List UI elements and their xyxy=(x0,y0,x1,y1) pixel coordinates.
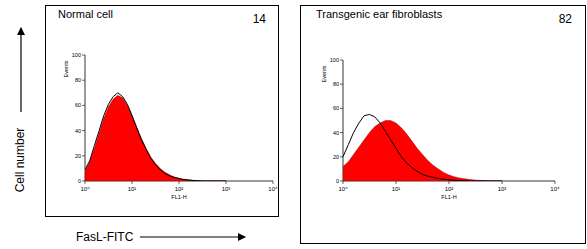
x-tick xyxy=(502,181,503,184)
plot-data xyxy=(343,114,502,181)
y-tick xyxy=(82,181,85,182)
panel: Normal cell 14 0 20 40 60 80 100 10⁰ 10¹ 10² 10³ 10⁴… xyxy=(46,6,279,217)
x-tick xyxy=(555,181,556,184)
y-axis xyxy=(85,55,86,181)
panel: Transgenic ear fibroblasts 82 0 20 40 60 80 100… xyxy=(301,6,586,244)
panel-title: Transgenic ear fibroblasts xyxy=(316,8,443,20)
x-tick-label: 10⁴ xyxy=(550,186,560,192)
histogram-line xyxy=(85,93,226,181)
y-tick-label: 20 xyxy=(75,153,81,159)
x-tick-label: 10² xyxy=(445,186,454,192)
inner-x-label: FL1-H xyxy=(171,194,186,200)
y-tick-label: 100 xyxy=(72,52,81,58)
x-axis-label: FasL-FITC xyxy=(76,230,134,244)
y-tick xyxy=(82,80,85,81)
x-tick xyxy=(343,181,344,184)
x-tick xyxy=(273,181,274,184)
y-tick xyxy=(82,105,85,106)
inner-y-label: Events xyxy=(321,65,327,82)
inner-x-label: FL1-H xyxy=(441,194,456,200)
y-tick-label: 100 xyxy=(330,57,339,63)
figure: Cell number FasL-FITC Normal cell 14 0 20 40 60… xyxy=(0,0,587,249)
x-tick-label: 10⁰ xyxy=(338,186,348,192)
plot-data xyxy=(85,93,226,181)
y-tick-label: 40 xyxy=(333,130,339,136)
x-tick xyxy=(85,181,86,184)
x-tick-label: 10¹ xyxy=(392,186,401,192)
y-tick xyxy=(82,130,85,131)
y-tick xyxy=(340,132,343,133)
inner-y-label: Events xyxy=(63,60,69,77)
x-tick-label: 10¹ xyxy=(128,186,137,192)
x-tick xyxy=(449,181,450,184)
y-tick xyxy=(340,156,343,157)
x-tick-label: 10² xyxy=(175,186,184,192)
x-arrow xyxy=(140,236,245,237)
x-tick-label: 10³ xyxy=(498,186,507,192)
x-tick xyxy=(132,181,133,184)
y-tick-label: 80 xyxy=(75,77,81,83)
x-tick xyxy=(396,181,397,184)
x-tick-label: 10⁴ xyxy=(268,186,278,192)
y-tick xyxy=(340,108,343,109)
y-axis xyxy=(343,60,344,181)
percent-annotation: 82 xyxy=(559,12,573,26)
y-tick-label: 0 xyxy=(78,178,81,184)
histogram-area xyxy=(343,121,502,182)
y-tick-label: 0 xyxy=(336,178,339,184)
x-tick xyxy=(179,181,180,184)
y-tick-label: 60 xyxy=(75,102,81,108)
y-tick xyxy=(82,55,85,56)
y-tick-label: 80 xyxy=(333,81,339,87)
y-tick xyxy=(340,60,343,61)
y-tick xyxy=(340,84,343,85)
y-tick-label: 40 xyxy=(75,128,81,134)
percent-annotation: 14 xyxy=(253,12,267,26)
panel-title: Normal cell xyxy=(58,8,113,20)
histogram-area xyxy=(85,95,226,181)
y-tick-label: 60 xyxy=(333,105,339,111)
y-tick xyxy=(82,155,85,156)
y-axis-label: Cell number xyxy=(13,128,27,193)
y-tick xyxy=(340,181,343,182)
panel-frame xyxy=(46,6,279,217)
histogram-line xyxy=(343,114,502,181)
x-tick-label: 10³ xyxy=(222,186,231,192)
panel-frame xyxy=(301,6,586,244)
y-arrow xyxy=(20,28,21,112)
x-tick xyxy=(226,181,227,184)
x-tick-label: 10⁰ xyxy=(80,186,90,192)
y-tick-label: 20 xyxy=(333,154,339,160)
